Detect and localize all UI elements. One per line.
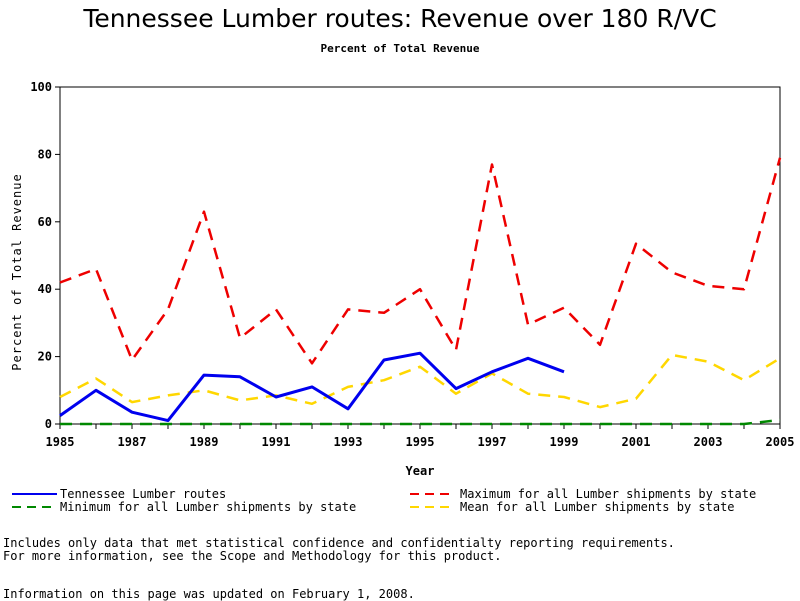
series-line-2 [60, 418, 781, 426]
x-tick-label: 1999 [550, 435, 579, 449]
y-axis-label: Percent of Total Revenue [10, 173, 24, 370]
y-tick-label: 80 [38, 147, 52, 161]
chart-title: Tennessee Lumber routes: Revenue over 18… [83, 4, 717, 33]
legend-label-tennessee-routes: Tennessee Lumber routes [60, 487, 227, 501]
legend-label-maximum: Maximum for all Lumber shipments by stat… [460, 487, 757, 501]
y-tick-label: 20 [38, 350, 52, 364]
x-tick-label: 1985 [46, 435, 75, 449]
y-tick-label: 100 [30, 80, 52, 94]
series-line-0 [59, 351, 565, 423]
footnote-updated: Information on this page was updated on … [3, 587, 415, 601]
series-line-1 [59, 157, 782, 365]
x-axis-label: Year [406, 464, 435, 478]
legend-label-mean: Mean for all Lumber shipments by state [460, 500, 735, 514]
y-tick-label: 0 [45, 417, 52, 431]
footnote-methodology: For more information, see the Scope and … [3, 549, 502, 563]
x-tick-label: 2001 [622, 435, 651, 449]
x-tick-label: 2003 [694, 435, 723, 449]
x-tick-label: 1989 [190, 435, 219, 449]
series-line-3 [59, 353, 781, 409]
x-tick-label: 1987 [118, 435, 147, 449]
plot-area-frame [59, 86, 781, 425]
x-tick-label: 1993 [334, 435, 363, 449]
x-tick-label: 2005 [766, 435, 795, 449]
y-tick-label: 60 [38, 215, 52, 229]
footnote-confidentiality: Includes only data that met statistical … [3, 536, 675, 550]
y-tick-label: 40 [38, 282, 52, 296]
chart-subtitle: Percent of Total Revenue [320, 42, 480, 55]
x-tick-label: 1997 [478, 435, 507, 449]
legend-label-minimum: Minimum for all Lumber shipments by stat… [60, 500, 357, 514]
x-tick-label: 1991 [262, 435, 291, 449]
x-tick-label: 1995 [406, 435, 435, 449]
